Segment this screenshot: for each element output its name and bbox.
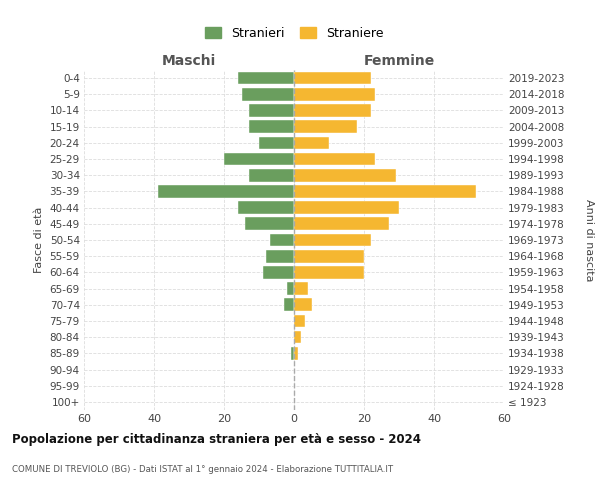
Bar <box>157 185 294 198</box>
Bar <box>266 250 294 262</box>
Bar <box>294 88 374 101</box>
Bar <box>294 331 301 344</box>
Bar <box>294 104 371 117</box>
Bar <box>238 202 294 214</box>
Bar <box>294 136 329 149</box>
Bar <box>248 120 294 133</box>
Bar <box>294 120 357 133</box>
Bar <box>294 282 308 295</box>
Bar <box>241 88 294 101</box>
Bar <box>287 282 294 295</box>
Text: Popolazione per cittadinanza straniera per età e sesso - 2024: Popolazione per cittadinanza straniera p… <box>12 432 421 446</box>
Bar <box>290 347 294 360</box>
Legend: Stranieri, Straniere: Stranieri, Straniere <box>200 22 388 45</box>
Bar <box>248 104 294 117</box>
Bar <box>294 152 374 166</box>
Y-axis label: Fasce di età: Fasce di età <box>34 207 44 273</box>
Bar <box>294 234 371 246</box>
Bar <box>245 218 294 230</box>
Bar <box>248 169 294 181</box>
Bar <box>224 152 294 166</box>
Bar <box>294 250 364 262</box>
Text: Maschi: Maschi <box>162 54 216 68</box>
Y-axis label: Anni di nascita: Anni di nascita <box>584 198 595 281</box>
Bar <box>269 234 294 246</box>
Bar <box>294 347 298 360</box>
Bar <box>238 72 294 85</box>
Bar <box>294 298 311 311</box>
Text: Femmine: Femmine <box>364 54 434 68</box>
Bar <box>263 266 294 278</box>
Bar <box>294 218 389 230</box>
Bar <box>284 298 294 311</box>
Bar <box>294 72 371 85</box>
Bar <box>294 266 364 278</box>
Text: COMUNE DI TREVIOLO (BG) - Dati ISTAT al 1° gennaio 2024 - Elaborazione TUTTITALI: COMUNE DI TREVIOLO (BG) - Dati ISTAT al … <box>12 466 393 474</box>
Bar <box>294 314 305 328</box>
Bar <box>294 169 395 181</box>
Bar <box>259 136 294 149</box>
Bar <box>294 185 476 198</box>
Bar <box>294 202 399 214</box>
